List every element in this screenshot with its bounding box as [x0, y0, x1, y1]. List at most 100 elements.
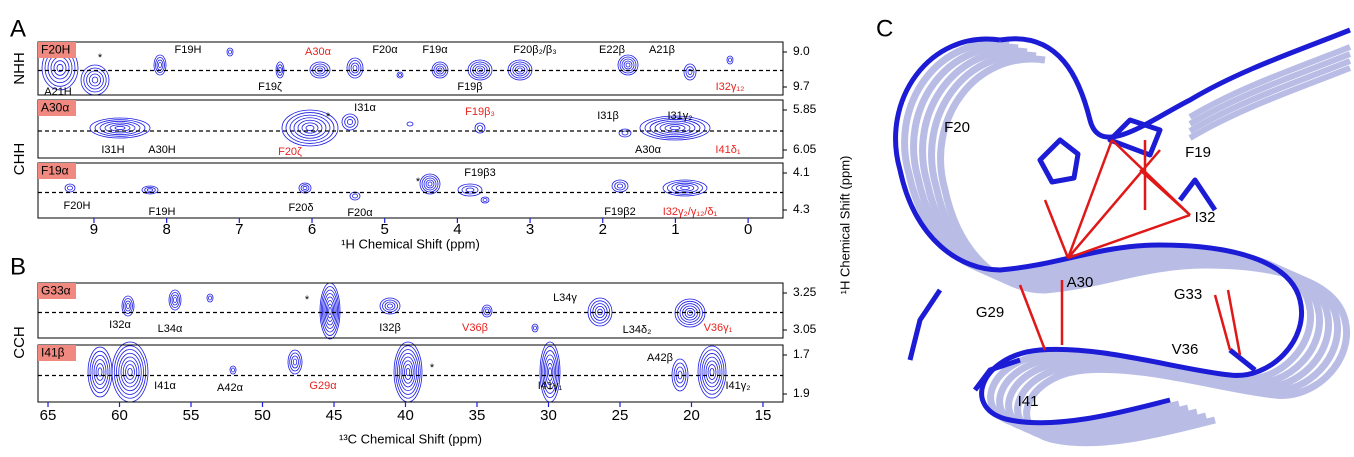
contour: [155, 57, 165, 73]
contour: [281, 109, 339, 147]
contour: [305, 125, 315, 131]
x-tick-label: 7: [235, 221, 243, 238]
contour: [226, 47, 234, 57]
peak-label: I31H: [101, 144, 124, 156]
contour: [291, 355, 299, 369]
peak-label: I32γ₁₂: [716, 81, 745, 93]
contour: [116, 349, 144, 395]
contour: [352, 65, 358, 71]
contour: [625, 62, 631, 68]
peak-label: I31β: [597, 110, 619, 122]
contour: [53, 60, 67, 76]
contour: [208, 295, 212, 301]
strip-tag-bg: [38, 100, 76, 116]
contour: [649, 119, 701, 137]
contour: [425, 179, 435, 189]
contour: [297, 119, 323, 137]
peak-label: *: [98, 52, 103, 64]
contour: [477, 125, 483, 131]
side-chain: [1228, 348, 1257, 372]
strip-tag-bg: [38, 42, 76, 58]
residue-label: I32: [1195, 209, 1216, 226]
x-tick-label: 2: [599, 221, 607, 238]
contour: [146, 188, 154, 192]
contour: [728, 57, 732, 63]
contour: [393, 341, 423, 403]
x-tick-label: 6: [308, 221, 316, 238]
ribbon: [937, 55, 1350, 447]
contour: [726, 55, 734, 65]
contour: [483, 306, 491, 316]
peak-label: A30α: [635, 144, 662, 156]
contour: [120, 356, 140, 388]
contour: [680, 185, 690, 190]
contour: [95, 363, 105, 381]
contour: [346, 57, 364, 79]
contour: [404, 364, 412, 380]
contour: [705, 360, 719, 384]
peak-label: I41δ₁: [715, 144, 740, 156]
contour: [158, 62, 162, 68]
contour: [396, 71, 404, 79]
contour: [285, 112, 335, 144]
peak-label: L34γ: [553, 292, 577, 304]
contour: [109, 124, 131, 132]
contour: [541, 345, 559, 399]
contour: [543, 354, 557, 390]
contour: [171, 294, 179, 306]
contour: [707, 364, 717, 380]
contour: [302, 185, 308, 191]
peak-label: F20ζ: [278, 146, 302, 158]
contour: [685, 66, 695, 78]
contour: [67, 185, 73, 191]
contour: [639, 115, 711, 141]
strip-frame: [37, 99, 784, 159]
contour: [127, 367, 133, 377]
contour: [292, 358, 298, 366]
residue-label: F19: [1185, 144, 1211, 161]
contour: [153, 54, 167, 76]
ribbon: [1188, 51, 1352, 127]
contour: [384, 301, 396, 311]
contour: [141, 185, 159, 195]
contour: [94, 119, 146, 137]
y-tick-label: 1.9: [793, 386, 810, 400]
peak-label: I32α: [109, 319, 131, 331]
peak-label: F19β3: [464, 167, 495, 179]
contour: [348, 60, 362, 76]
contour: [293, 117, 327, 139]
contact-line: [1226, 289, 1242, 356]
contour: [344, 116, 356, 128]
contour: [289, 114, 331, 142]
contour: [91, 354, 109, 390]
contour: [398, 352, 418, 392]
side-chain: [1178, 177, 1218, 212]
contour: [400, 356, 416, 388]
residue-label: A30: [1067, 274, 1094, 291]
contour: [623, 60, 633, 70]
strip-tag-bg: [38, 163, 76, 179]
contact-line: [1018, 284, 1047, 351]
row-label: CCH: [11, 326, 28, 359]
residue-label: G33: [1174, 286, 1202, 303]
peak-label: *: [416, 176, 421, 188]
contour: [114, 125, 126, 131]
ribbon: [1188, 44, 1352, 120]
ribbon: [928, 51, 1341, 443]
contour: [548, 367, 552, 377]
contour: [346, 118, 354, 126]
residue-label: G29: [976, 304, 1004, 321]
peak-label: A21H: [44, 86, 72, 98]
contour: [325, 300, 335, 322]
y-tick-label: 3.05: [793, 322, 817, 336]
contour: [667, 181, 704, 195]
peak-label: I31γ₂: [667, 110, 692, 122]
x-tick-label: 55: [183, 407, 200, 424]
strip-frame: [37, 162, 784, 219]
contour: [654, 120, 696, 136]
strip-tag: F20H: [41, 43, 70, 57]
peak-label: F20α: [347, 207, 373, 219]
contour: [319, 282, 341, 340]
ribbon: [1188, 58, 1352, 134]
residue-label: V36: [1172, 341, 1199, 358]
